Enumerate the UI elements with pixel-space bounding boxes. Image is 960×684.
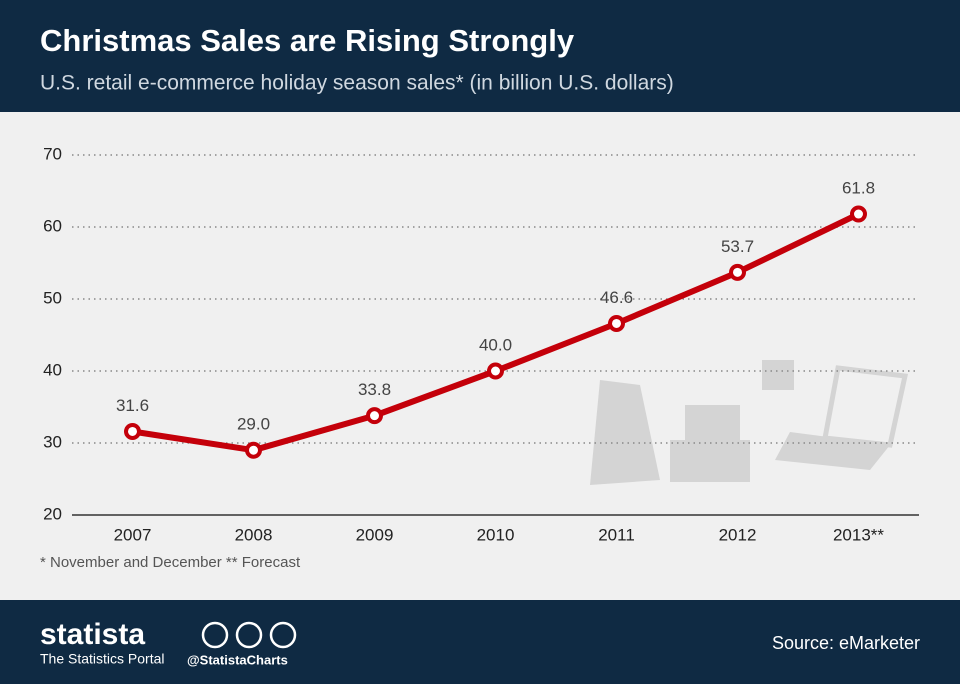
y-tick-label: 60 xyxy=(43,216,62,235)
source: Source: eMarketer xyxy=(772,633,920,653)
plot-bg xyxy=(0,112,960,600)
x-tick-label: 2008 xyxy=(235,525,273,544)
marker xyxy=(245,441,262,459)
value-label: 53.7 xyxy=(721,237,754,256)
y-tick-label: 20 xyxy=(43,504,62,523)
header-bg xyxy=(0,0,960,112)
value-label: 46.6 xyxy=(600,288,633,307)
tagline: The Statistics Portal xyxy=(40,651,165,667)
y-tick-label: 30 xyxy=(43,432,62,451)
value-label: 31.6 xyxy=(116,396,149,415)
marker xyxy=(850,205,867,223)
decoration xyxy=(590,360,909,485)
chart-subtitle: U.S. retail e-commerce holiday season sa… xyxy=(40,72,674,95)
marker xyxy=(608,314,625,332)
x-tick-label: 2011 xyxy=(598,525,635,544)
x-tick-label: 2007 xyxy=(114,525,152,544)
marker xyxy=(124,422,141,440)
marker xyxy=(366,407,383,425)
license-icons xyxy=(201,621,297,649)
footnote: * November and December ** Forecast xyxy=(40,554,301,571)
y-tick-label: 50 xyxy=(43,288,62,307)
handle: @StatistaCharts xyxy=(187,652,288,667)
x-tick-label: 2010 xyxy=(477,525,515,544)
marker xyxy=(729,263,746,281)
footer-bg xyxy=(0,600,960,684)
x-tick-label: 2012 xyxy=(719,525,757,544)
x-tick-label: 2009 xyxy=(356,525,394,544)
marker xyxy=(487,362,504,380)
x-tick-label: 2013** xyxy=(833,525,884,544)
value-label: 40.0 xyxy=(479,335,512,354)
y-tick-label: 40 xyxy=(43,360,62,379)
chart-title: Christmas Sales are Rising Strongly xyxy=(40,23,575,58)
y-tick-label: 70 xyxy=(43,144,62,163)
value-label: 33.8 xyxy=(358,380,391,399)
value-label: 61.8 xyxy=(842,179,875,198)
brand: statista xyxy=(40,618,145,651)
value-label: 29.0 xyxy=(237,415,270,434)
